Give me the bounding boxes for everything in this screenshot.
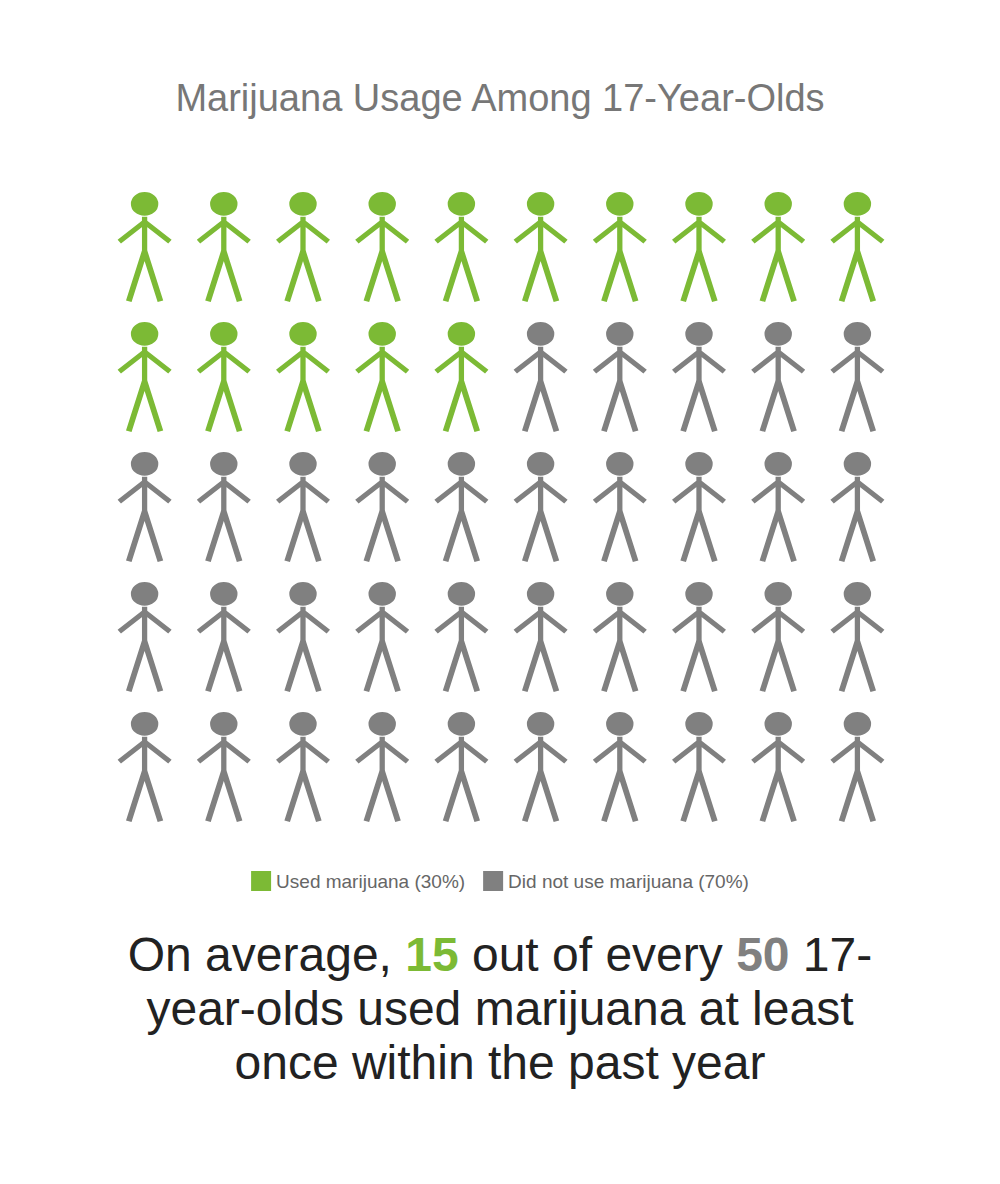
html-text:On average, 15 out of every 50: On average, 15 out of every 50 17-year-o…: [127, 928, 873, 1089]
svg-text:Did not use marijuana (70%): Did not use marijuana (70%): [508, 871, 749, 892]
svg-text:Marijuana Usage Among 17-Year-: Marijuana Usage Among 17-Year-Olds: [175, 77, 824, 119]
svg-text:Used marijuana (30%): Used marijuana (30%): [276, 871, 465, 892]
